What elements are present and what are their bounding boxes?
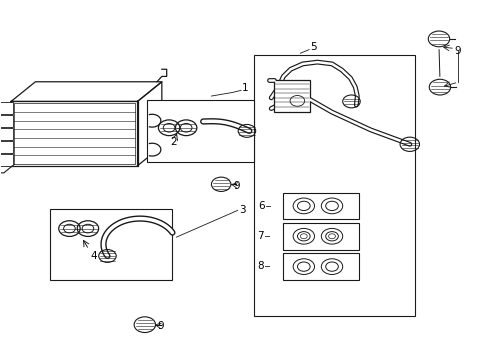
Bar [254,55,414,316]
Text: 3: 3 [238,205,245,215]
Text: 5: 5 [309,42,316,52]
Text: 1: 1 [242,83,248,93]
Bar [283,193,358,219]
Bar [0,141,13,153]
Polygon shape [11,102,137,166]
Bar [283,223,358,249]
Bar [0,128,13,140]
Polygon shape [137,82,162,166]
Bar [0,115,13,127]
Bar [147,100,254,162]
Text: 2: 2 [170,137,177,147]
Bar [50,208,171,280]
Text: 8: 8 [257,261,264,271]
Text: 9: 9 [233,181,240,191]
Text: 9: 9 [157,321,163,332]
Text: 9: 9 [454,46,460,56]
Text: 4: 4 [90,251,97,261]
Bar [273,80,309,112]
Text: 7: 7 [257,231,264,241]
Text: 6: 6 [258,201,264,211]
Bar [283,253,358,280]
Bar [0,103,13,114]
Polygon shape [11,82,162,102]
Bar [0,154,13,166]
